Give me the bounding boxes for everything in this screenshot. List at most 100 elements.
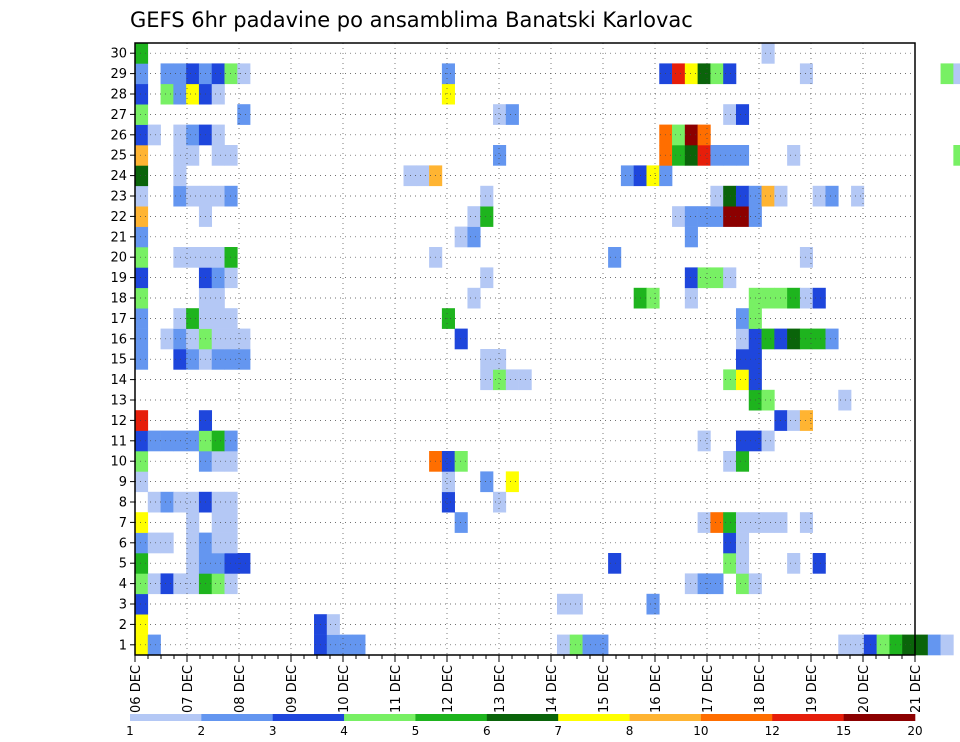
precip-cell [697, 512, 711, 533]
precip-cell [135, 226, 149, 248]
precip-cell [620, 165, 634, 187]
colorbar-swatch [843, 714, 916, 721]
colorbar-label: 3 [269, 724, 277, 738]
precip-cell [135, 328, 149, 350]
grid-layer [135, 43, 915, 655]
precip-cell [825, 185, 839, 207]
colorbar-label: 4 [340, 724, 348, 738]
colorbar-label: 6 [483, 724, 491, 738]
precip-cell [684, 287, 698, 309]
precip-cell [467, 206, 481, 227]
precip-cell [135, 512, 149, 533]
precip-cell [723, 145, 737, 166]
x-tick-label: 13 DEC [493, 665, 508, 713]
precip-cell [135, 349, 149, 370]
precip-cell [135, 593, 149, 615]
y-tick-label: 22 [110, 210, 127, 225]
precip-cell [186, 532, 200, 554]
precip-cell [135, 308, 149, 329]
precip-cell [173, 165, 187, 187]
precip-cell [135, 287, 149, 309]
precip-cell [902, 634, 916, 656]
precip-cell [697, 145, 711, 166]
x-tick-label: 09 DEC [285, 665, 300, 713]
precip-cell [211, 63, 225, 85]
precip-cell [211, 451, 225, 472]
precip-cell [480, 267, 494, 289]
precip-cell [160, 430, 174, 452]
y-tick-label: 12 [110, 414, 127, 429]
colorbar-label: 10 [693, 724, 708, 738]
y-tick-label: 6 [119, 536, 127, 551]
precip-cell [186, 512, 200, 533]
precip-cell [211, 532, 225, 554]
y-axis: 1234567891011121314151617181920212223242… [110, 47, 135, 653]
precip-cell [684, 573, 698, 595]
precip-cell [135, 553, 149, 574]
precip-cell [147, 491, 161, 513]
precip-cell [147, 573, 161, 595]
precip-cell [723, 267, 737, 289]
precip-cell [851, 634, 865, 656]
colorbar-label: 8 [626, 724, 634, 738]
precip-cell [723, 553, 737, 574]
precip-cell [211, 573, 225, 595]
precip-cell [326, 634, 340, 656]
precip-cell [173, 430, 187, 452]
x-tick-label: 12 DEC [441, 665, 456, 713]
y-tick-label: 23 [110, 190, 127, 205]
x-tick-label: 17 DEC [701, 665, 716, 713]
precip-cell [480, 369, 494, 391]
x-tick-label: 10 DEC [337, 665, 352, 713]
precip-cell [211, 287, 225, 309]
precip-cell [761, 328, 775, 350]
precip-cell [735, 328, 750, 350]
precip-cell [480, 471, 494, 493]
precip-cell [173, 308, 187, 329]
precip-cell [723, 206, 737, 227]
precip-cell [684, 145, 698, 166]
precip-cell [135, 104, 149, 125]
precip-cell [953, 145, 960, 166]
precip-cell [710, 573, 724, 595]
precip-cell [173, 185, 187, 207]
precip-cell [851, 185, 865, 207]
precip-cell [173, 328, 187, 350]
precip-cell [211, 349, 225, 370]
colorbar-swatch [272, 714, 345, 721]
colorbar-swatch [629, 714, 702, 721]
chart-title: GEFS 6hr padavine po ansamblima Banatski… [130, 8, 693, 32]
precip-cell [799, 328, 814, 350]
precip-cell [224, 308, 238, 329]
precip-cell [173, 491, 187, 513]
precip-cell [761, 389, 775, 411]
y-tick-label: 26 [110, 128, 127, 143]
precip-cell [352, 634, 366, 656]
precip-cell [135, 165, 149, 187]
precip-cell [710, 145, 724, 166]
precip-cell [684, 124, 698, 146]
precip-cell [224, 145, 238, 166]
precip-cell [186, 185, 200, 207]
precip-cell [812, 287, 826, 309]
precip-cell [224, 491, 238, 513]
colorbar-label: 1 [126, 724, 134, 738]
y-tick-label: 18 [110, 292, 127, 307]
precip-cell [237, 349, 251, 370]
precip-cell [135, 430, 149, 452]
precip-cell [684, 206, 698, 227]
precip-cell [761, 512, 775, 533]
precip-cell [135, 43, 149, 64]
precip-cell [735, 430, 750, 452]
precip-cell [505, 471, 519, 493]
precip-cell [173, 83, 187, 105]
precip-cell [211, 83, 225, 105]
precip-cell [480, 349, 494, 370]
precip-cell [173, 573, 187, 595]
precip-cell [441, 63, 455, 85]
y-tick-label: 3 [119, 598, 127, 613]
precip-cell [135, 634, 149, 656]
precip-cell [493, 369, 507, 391]
precip-cell [915, 634, 929, 656]
